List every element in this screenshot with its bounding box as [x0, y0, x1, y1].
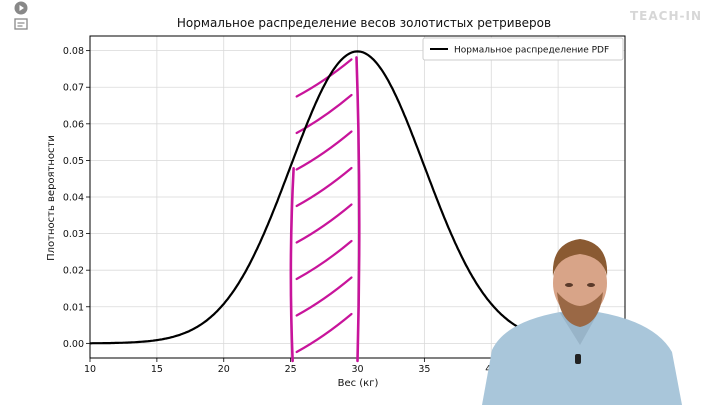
highlight-right-boundary	[355, 56, 361, 363]
play-circle-icon[interactable]	[10, 0, 32, 16]
legend-label: Нормальное распределение PDF	[454, 46, 609, 56]
x-tick-label: 35	[418, 364, 430, 375]
y-axis-label: Плотность вероятности	[46, 135, 57, 261]
hatch-stroke	[295, 312, 353, 354]
y-tick-label: 0.04	[63, 193, 84, 204]
hatch-stroke	[295, 93, 353, 135]
hatch-stroke	[295, 276, 353, 317]
highlight-region	[289, 56, 361, 363]
y-tick-label: 0.00	[63, 339, 84, 350]
x-tick-label: 30	[351, 364, 363, 375]
chart-title: Нормальное распределение весов золотисты…	[177, 16, 551, 30]
x-tick-label: 10	[84, 364, 96, 375]
x-tick-label: 15	[151, 364, 163, 375]
hatch-stroke	[295, 203, 353, 244]
hatch-stroke	[295, 239, 353, 281]
legend-box	[422, 37, 624, 61]
highlight-left-boundary	[289, 166, 295, 363]
y-tick-label: 0.07	[63, 83, 84, 94]
legend: Нормальное распределение PDF	[422, 37, 624, 61]
presenter-video	[482, 239, 682, 405]
hatch-stroke	[295, 130, 353, 171]
video-top-strip	[0, 0, 720, 4]
hatch-stroke	[295, 166, 353, 208]
y-tick-label: 0.06	[63, 119, 84, 130]
y-tick-label: 0.08	[63, 46, 84, 57]
y-tick-label: 0.02	[63, 266, 84, 277]
y-tick-label: 0.03	[63, 229, 84, 240]
hatch-stroke	[295, 58, 353, 98]
y-tick-label: 0.01	[63, 302, 84, 313]
x-axis-label: Вес (кг)	[338, 378, 379, 389]
brand-logo: TEACH-IN	[630, 9, 703, 23]
subtitles-icon[interactable]	[10, 16, 32, 32]
x-tick-label: 20	[218, 364, 230, 375]
y-axis: 0.00 0.01 0.02 0.03 0.04 0.05 0.06 0.07 0.08	[63, 46, 90, 350]
x-tick-label: 25	[285, 364, 297, 375]
y-tick-label: 0.05	[63, 156, 84, 167]
